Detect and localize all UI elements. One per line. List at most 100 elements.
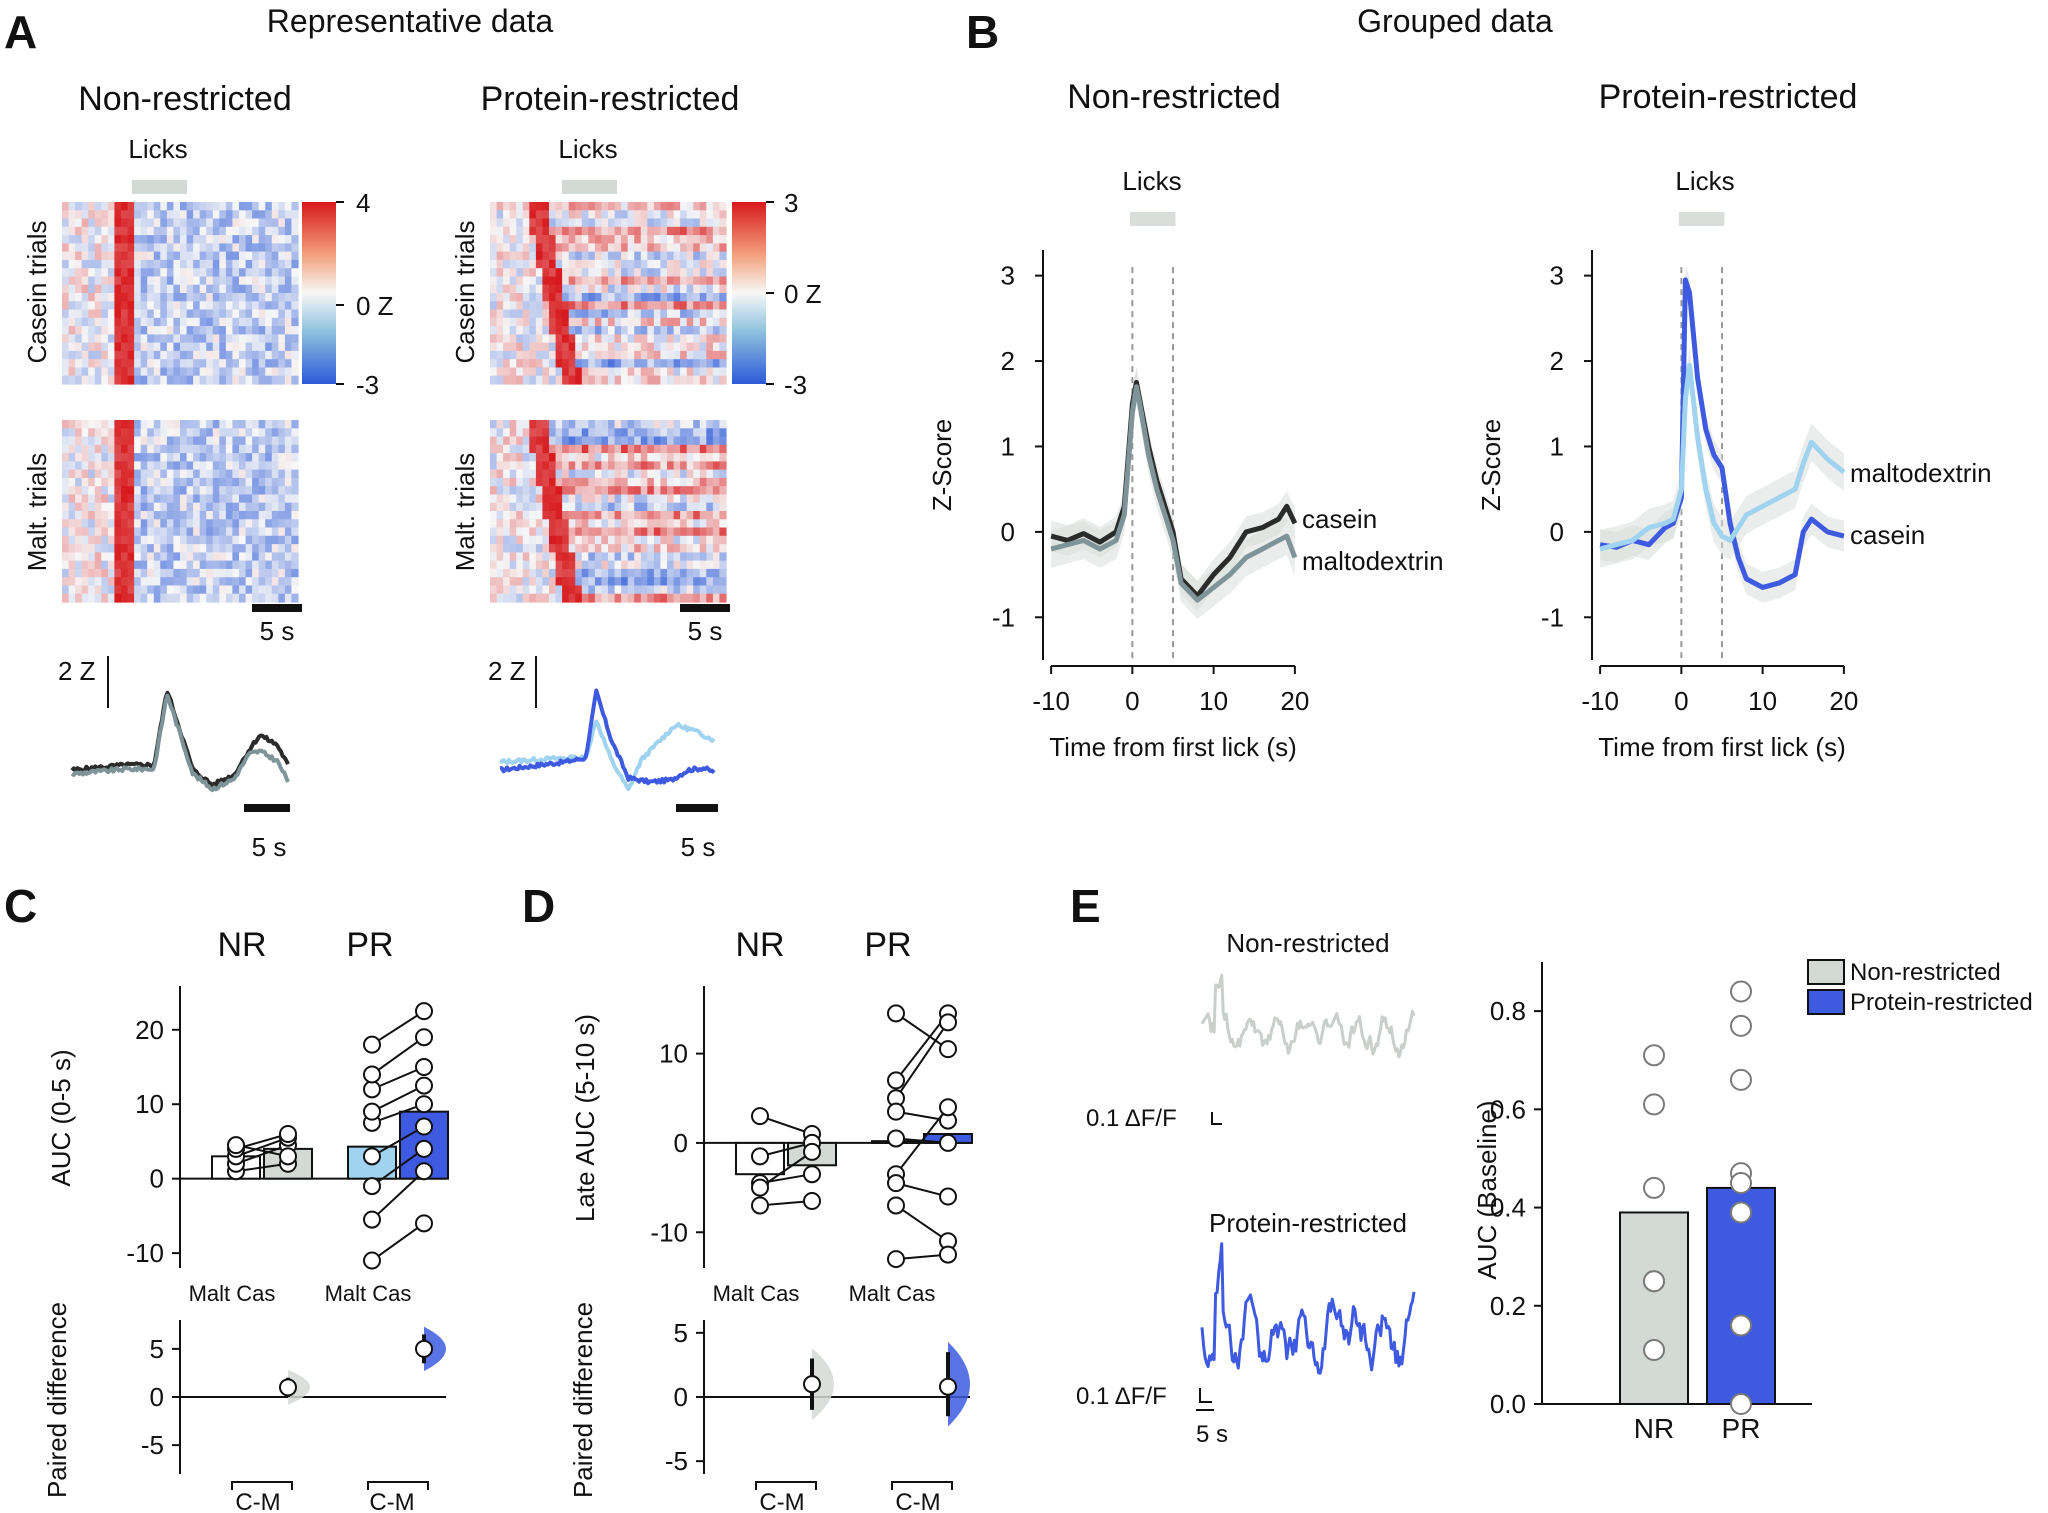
heatmap-cell (258, 477, 266, 487)
heatmap-cell (62, 210, 70, 220)
c-xtick-nr: Malt Cas (189, 1281, 276, 1306)
a-nr-malt-label: Malt. trials (22, 453, 52, 571)
heatmap-cell (490, 334, 498, 344)
heatmap-cell (88, 359, 96, 369)
heatmap-cell (121, 367, 129, 377)
heatmap-cell (140, 350, 148, 360)
heatmap-cell (121, 544, 129, 553)
heatmap-cell (258, 552, 266, 562)
y-tick-label: -1 (992, 602, 1015, 632)
heatmap-cell (660, 469, 668, 479)
heatmap-cell (509, 477, 517, 487)
heatmap-cell (667, 494, 675, 504)
heatmap-cell (555, 317, 563, 327)
heatmap-cell (245, 593, 253, 603)
x-tick-label: 20 (1280, 686, 1309, 716)
heatmap-cell (693, 284, 701, 294)
heatmap-cell (647, 334, 655, 344)
heatmap-cell (712, 251, 721, 261)
heatmap-cell (640, 367, 648, 377)
heatmap-cell (555, 334, 563, 344)
point-cas (939, 1040, 957, 1059)
heatmap-cell (252, 527, 260, 537)
heatmap-cell (568, 477, 576, 487)
heatmap-cell (271, 577, 279, 587)
heatmap-cell (245, 527, 253, 537)
heatmap-cell (535, 293, 544, 302)
heatmap-cell (581, 367, 589, 377)
heatmap-cell (114, 317, 122, 327)
heatmap-cell (186, 469, 194, 479)
heatmap-cell (562, 317, 570, 327)
heatmap-cell (712, 453, 721, 462)
heatmap-cell (219, 469, 227, 479)
heatmap-cell (542, 552, 550, 562)
heatmap-cell (562, 486, 570, 496)
heatmap-cell (680, 461, 688, 471)
heatmap-cell (199, 502, 207, 512)
heatmap-cell (107, 226, 116, 236)
a-pr-malt-trace (499, 719, 716, 792)
heatmap-cell (516, 428, 524, 438)
heatmap-cell (160, 342, 168, 352)
heatmap-cell (258, 251, 266, 261)
heatmap-cell (225, 444, 234, 454)
heatmap-cell (614, 334, 622, 344)
heatmap-cell (258, 585, 266, 595)
heatmap-cell (121, 375, 129, 385)
heatmap-cell (640, 436, 648, 446)
heatmap-cell (706, 444, 714, 454)
heatmap-cell (653, 334, 662, 344)
heatmap-cell (193, 202, 201, 211)
heatmap-cell (81, 301, 89, 311)
heatmap-cell (706, 301, 714, 311)
heatmap-cell (627, 511, 635, 520)
heatmap-cell (245, 235, 253, 244)
heatmap-cell (153, 293, 161, 302)
heatmap-cell (496, 326, 504, 335)
heatmap-cell (503, 420, 511, 429)
heatmap-cell (75, 350, 83, 360)
heatmap-cell (621, 218, 629, 228)
heatmap-cell (258, 527, 266, 537)
heatmap-cell (258, 334, 266, 344)
heatmap-cell (232, 276, 240, 286)
heatmap-cell (140, 268, 148, 278)
heatmap-cell (699, 375, 707, 385)
heatmap-cell (180, 259, 188, 269)
heatmap-cell (121, 210, 129, 220)
heatmap-cell (193, 420, 201, 429)
heatmap-cell (245, 268, 253, 278)
heatmap-cell (627, 477, 635, 487)
heatmap-cell (686, 342, 694, 352)
heatmap-cell (81, 511, 89, 520)
heatmap-cell (212, 226, 220, 236)
heatmap-cell (258, 453, 266, 462)
heatmap-cell (503, 226, 511, 236)
heatmap-cell (522, 593, 530, 603)
heatmap-cell (680, 552, 688, 562)
heatmap-cell (673, 511, 681, 520)
x-tick-label: 10 (1748, 686, 1777, 716)
a-traces (70, 688, 716, 793)
heatmap-cell (173, 519, 181, 529)
heatmap-cell (193, 210, 201, 220)
heatmap-cell (693, 268, 701, 278)
heatmap-cell (542, 527, 550, 537)
heatmap-cell (121, 502, 129, 512)
heatmap-cell (225, 268, 234, 278)
heatmap-cell (627, 568, 635, 578)
heatmap-cell (503, 334, 511, 344)
heatmap-cell (634, 477, 642, 487)
heatmap-cell (588, 436, 596, 446)
heatmap-cell (509, 235, 517, 244)
heatmap-cell (522, 461, 530, 471)
heatmap-cell (232, 301, 240, 311)
heatmap-cell (206, 243, 214, 253)
point-cas (279, 1125, 297, 1143)
heatmap-cell (686, 585, 694, 595)
heatmap-cell (199, 469, 207, 479)
heatmap-cell (199, 428, 207, 438)
heatmap-cell (134, 420, 142, 429)
heatmap-cell (522, 293, 530, 302)
